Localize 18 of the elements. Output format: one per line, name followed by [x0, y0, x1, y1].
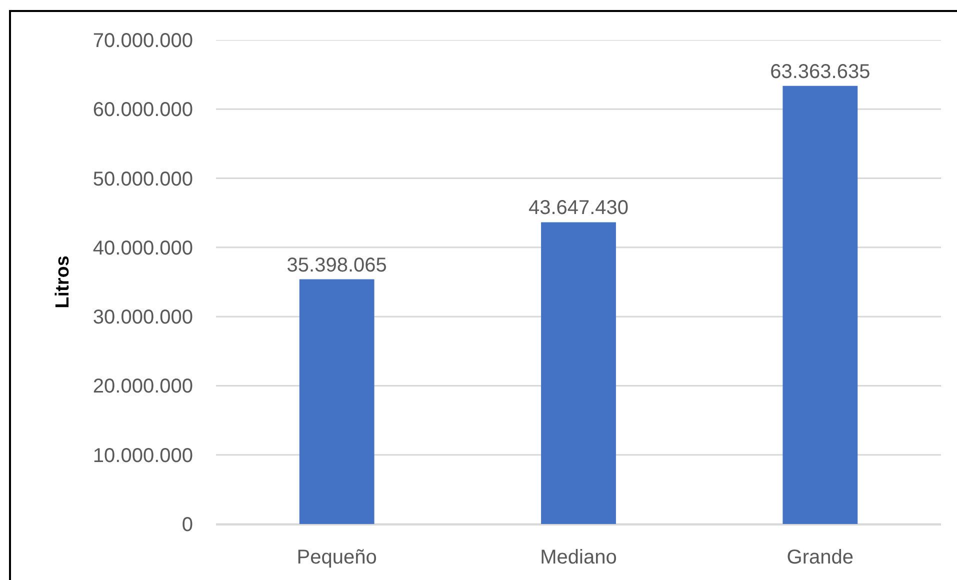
y-axis-title: Litros	[52, 256, 74, 308]
y-tick-label: 60.000.000	[92, 99, 193, 122]
x-tick-label: Mediano	[540, 546, 617, 568]
x-tick-label: Grande	[786, 546, 854, 568]
x-tick-label: Pequeño	[296, 546, 377, 568]
y-tick-label: 20.000.000	[92, 376, 193, 398]
y-tick-label: 30.000.000	[92, 306, 193, 329]
bar	[541, 222, 616, 524]
bar	[299, 279, 374, 524]
data-label: 35.398.065	[286, 254, 387, 276]
y-tick-label: 0	[182, 514, 193, 536]
data-label: 43.647.430	[528, 197, 629, 220]
y-tick-label: 10.000.000	[92, 444, 193, 467]
y-tick-label: 40.000.000	[92, 237, 193, 260]
y-tick-label: 70.000.000	[92, 30, 193, 52]
bar	[782, 86, 858, 524]
y-tick-label: 50.000.000	[92, 168, 193, 190]
data-label: 63.363.635	[770, 60, 870, 83]
